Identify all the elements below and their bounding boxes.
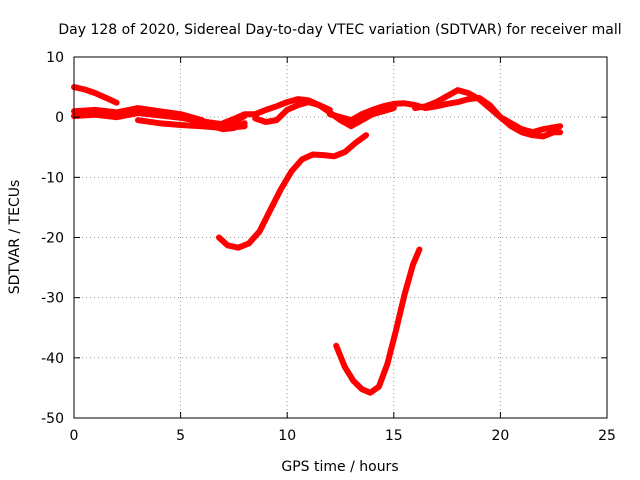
x-tick-label: 20 xyxy=(491,428,509,444)
series-arc-8 xyxy=(412,87,564,136)
y-tick-label: -20 xyxy=(41,231,64,247)
series-arc-9 xyxy=(216,132,370,251)
y-tick-label: -50 xyxy=(41,411,64,427)
x-tick-label: 5 xyxy=(176,428,185,444)
x-tick-label: 10 xyxy=(278,428,296,444)
x-tick-labels: 0 5 10 15 20 25 xyxy=(70,428,616,444)
series-arc-4 xyxy=(135,117,248,131)
y-tick-label: 0 xyxy=(55,110,64,126)
y-tick-label: -10 xyxy=(41,170,64,186)
y-tick-label: -30 xyxy=(41,291,64,307)
series-arc-6 xyxy=(252,99,333,125)
data-series xyxy=(71,84,564,396)
y-tick-label: 10 xyxy=(46,50,64,66)
series-arc-1 xyxy=(71,84,120,106)
axis-ticks xyxy=(73,56,608,419)
y-tick-labels: -50 -40 -30 -20 -10 0 10 xyxy=(41,50,64,427)
y-tick-label: -40 xyxy=(41,351,64,367)
x-tick-label: 0 xyxy=(70,428,79,444)
x-tick-label: 25 xyxy=(598,428,616,444)
x-axis-label: GPS time / hours xyxy=(281,459,398,475)
series-arc-10 xyxy=(333,246,423,396)
chart-title: Day 128 of 2020, Sidereal Day-to-day VTE… xyxy=(58,22,621,38)
x-tick-label: 15 xyxy=(385,428,403,444)
y-axis-label: SDTVAR / TECUs xyxy=(7,180,23,295)
